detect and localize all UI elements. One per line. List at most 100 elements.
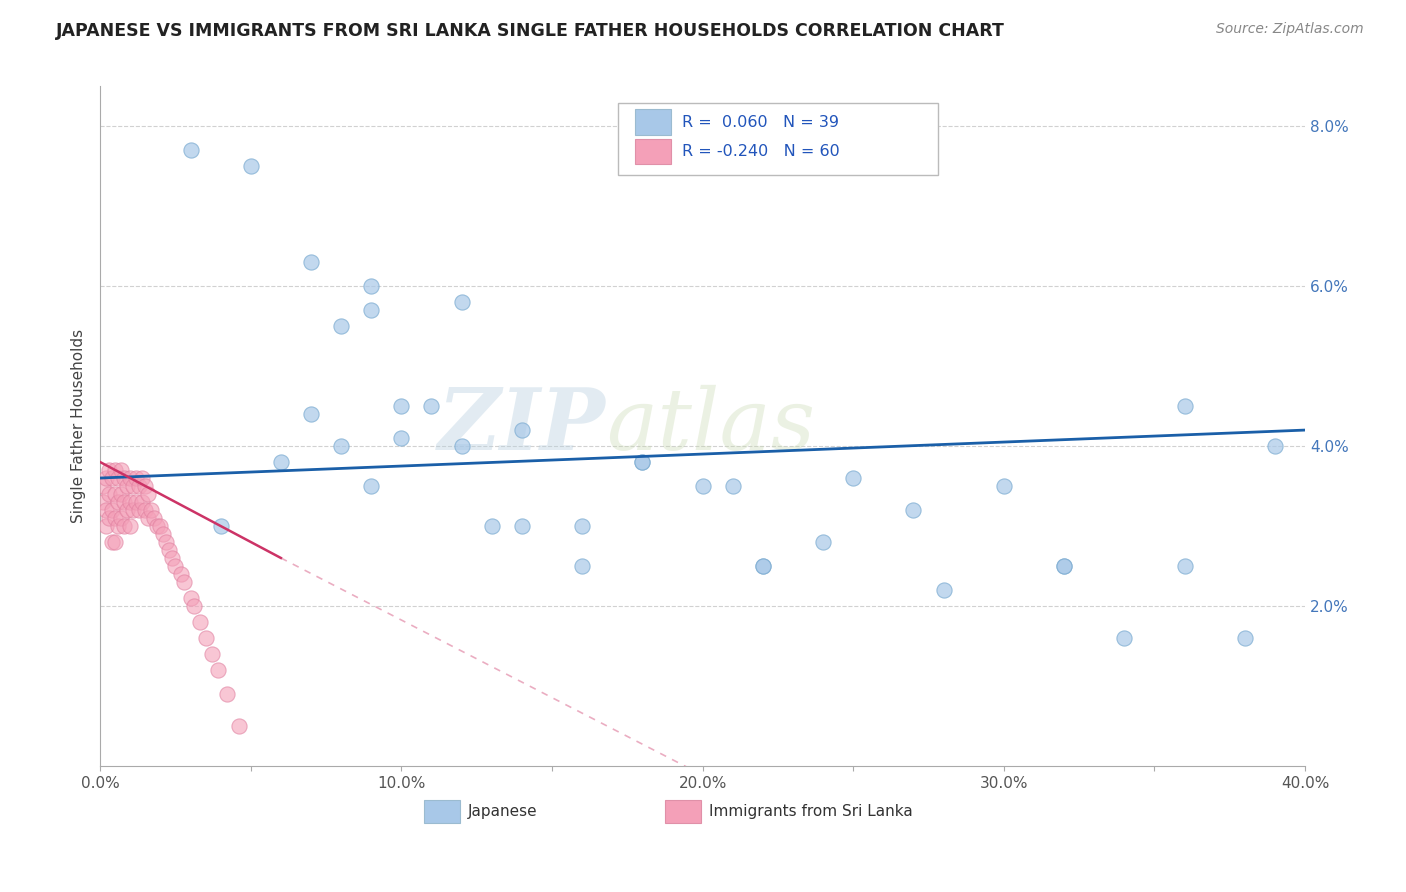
Point (91, 479, 114, 493)
Point (571, 519, 593, 533)
Point (188, 615, 211, 629)
Point (125, 495, 148, 509)
Point (112, 495, 135, 509)
Point (1053, 558, 1076, 573)
Point (146, 519, 169, 533)
Point (107, 471, 129, 485)
Point (200, 647, 222, 661)
Point (842, 471, 865, 485)
Point (120, 495, 142, 509)
Point (101, 535, 124, 549)
Point (107, 495, 129, 509)
Point (112, 519, 135, 533)
Point (96, 471, 118, 485)
Point (420, 399, 443, 413)
Point (98, 463, 121, 477)
Point (330, 439, 353, 453)
Point (752, 558, 775, 573)
Point (1174, 399, 1197, 413)
Point (136, 511, 159, 525)
Point (631, 455, 654, 469)
Text: Immigrants from Sri Lanka: Immigrants from Sri Lanka (709, 804, 912, 819)
Point (179, 144, 201, 158)
Point (993, 479, 1015, 493)
Text: Japanese: Japanese (468, 804, 537, 819)
Y-axis label: Single Father Households: Single Father Households (72, 329, 86, 523)
Point (104, 463, 127, 477)
Point (136, 487, 159, 501)
Point (692, 479, 714, 493)
FancyBboxPatch shape (425, 800, 460, 822)
Point (141, 503, 163, 517)
Text: Source: ZipAtlas.com: Source: ZipAtlas.com (1216, 22, 1364, 37)
Point (631, 455, 654, 469)
Point (1264, 439, 1286, 453)
Point (170, 566, 193, 581)
Text: atlas: atlas (606, 384, 815, 467)
Point (128, 479, 150, 493)
Point (120, 471, 142, 485)
Point (360, 279, 382, 293)
Point (389, 431, 412, 445)
Point (131, 471, 153, 485)
Point (110, 511, 132, 525)
Text: R =  0.060   N = 39: R = 0.060 N = 39 (682, 114, 839, 129)
Point (1233, 631, 1256, 645)
Point (143, 511, 166, 525)
Point (115, 479, 138, 493)
Point (122, 503, 145, 517)
Point (98, 487, 121, 501)
Point (104, 511, 127, 525)
Point (110, 463, 132, 477)
Point (209, 519, 232, 533)
Text: R = -0.240   N = 60: R = -0.240 N = 60 (682, 144, 839, 159)
Point (450, 295, 472, 310)
Point (571, 558, 593, 573)
Point (1053, 558, 1076, 573)
Point (389, 399, 412, 413)
Point (115, 503, 138, 517)
Point (96, 519, 118, 533)
Point (194, 631, 217, 645)
Point (183, 599, 205, 613)
Point (481, 519, 503, 533)
Text: JAPANESE VS IMMIGRANTS FROM SRI LANKA SINGLE FATHER HOUSEHOLDS CORRELATION CHART: JAPANESE VS IMMIGRANTS FROM SRI LANKA SI… (56, 22, 1005, 40)
Point (215, 687, 238, 701)
Point (125, 471, 148, 485)
Point (173, 574, 195, 589)
FancyBboxPatch shape (619, 103, 938, 175)
FancyBboxPatch shape (636, 110, 671, 135)
Point (299, 407, 322, 421)
Point (128, 503, 150, 517)
Point (239, 159, 262, 173)
Point (104, 535, 127, 549)
Point (152, 527, 174, 541)
Point (207, 663, 229, 677)
Point (96, 503, 118, 517)
Point (112, 471, 135, 485)
Point (104, 487, 127, 501)
Point (134, 479, 156, 493)
Point (179, 591, 201, 605)
Point (1174, 558, 1197, 573)
Point (120, 519, 142, 533)
Point (162, 551, 184, 566)
Point (101, 503, 124, 517)
Point (811, 535, 834, 549)
Point (510, 519, 533, 533)
Point (131, 495, 153, 509)
Point (134, 503, 156, 517)
FancyBboxPatch shape (665, 800, 702, 822)
Point (1114, 631, 1136, 645)
Point (360, 303, 382, 318)
Point (157, 543, 180, 558)
Point (330, 319, 353, 334)
Point (155, 535, 177, 549)
Point (510, 423, 533, 437)
Point (101, 471, 124, 485)
Point (721, 479, 744, 493)
Point (98, 511, 121, 525)
Point (450, 439, 472, 453)
Point (270, 455, 292, 469)
Point (110, 487, 132, 501)
